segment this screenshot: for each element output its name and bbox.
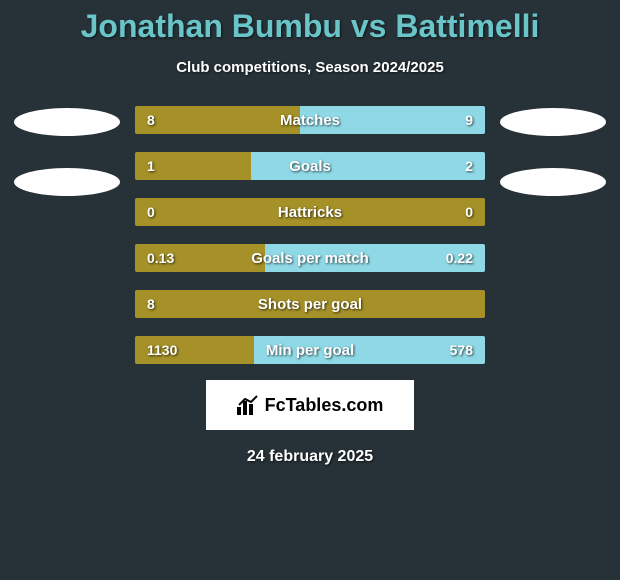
stat-bar: 0Hattricks0 xyxy=(135,198,485,226)
player-oval xyxy=(14,108,120,136)
stat-value-right: 0.22 xyxy=(446,244,473,272)
stat-bar: 8Matches9 xyxy=(135,106,485,134)
stat-bar: 1130Min per goal578 xyxy=(135,336,485,364)
stat-value-right: 9 xyxy=(465,106,473,134)
player-oval xyxy=(500,108,606,136)
right-player-ovals xyxy=(493,106,613,364)
date-label: 24 february 2025 xyxy=(0,448,620,466)
stat-label: Shots per goal xyxy=(135,290,485,318)
fctables-logo[interactable]: FcTables.com xyxy=(206,380,414,430)
stat-bars: 8Matches9 1Goals2 0Hattricks0 0.13Goals per… xyxy=(135,106,485,364)
stat-label: Matches xyxy=(135,106,485,134)
stat-value-right: 578 xyxy=(450,336,473,364)
chart-icon xyxy=(237,395,259,415)
stat-label: Goals xyxy=(135,152,485,180)
left-player-ovals xyxy=(7,106,127,364)
stat-bar: 1Goals2 xyxy=(135,152,485,180)
stat-label: Goals per match xyxy=(135,244,485,272)
stat-label: Hattricks xyxy=(135,198,485,226)
comparison-block: 8Matches9 1Goals2 0Hattricks0 0.13Goals per… xyxy=(0,106,620,364)
stat-bar: 0.13Goals per match0.22 xyxy=(135,244,485,272)
player-oval xyxy=(500,168,606,196)
stat-bar: 8Shots per goal xyxy=(135,290,485,318)
page-subtitle: Club competitions, Season 2024/2025 xyxy=(0,59,620,76)
page-title: Jonathan Bumbu vs Battimelli xyxy=(0,0,620,45)
stat-value-right: 2 xyxy=(465,152,473,180)
logo-text: FcTables.com xyxy=(265,395,384,416)
stat-label: Min per goal xyxy=(135,336,485,364)
player-oval xyxy=(14,168,120,196)
stat-value-right: 0 xyxy=(465,198,473,226)
